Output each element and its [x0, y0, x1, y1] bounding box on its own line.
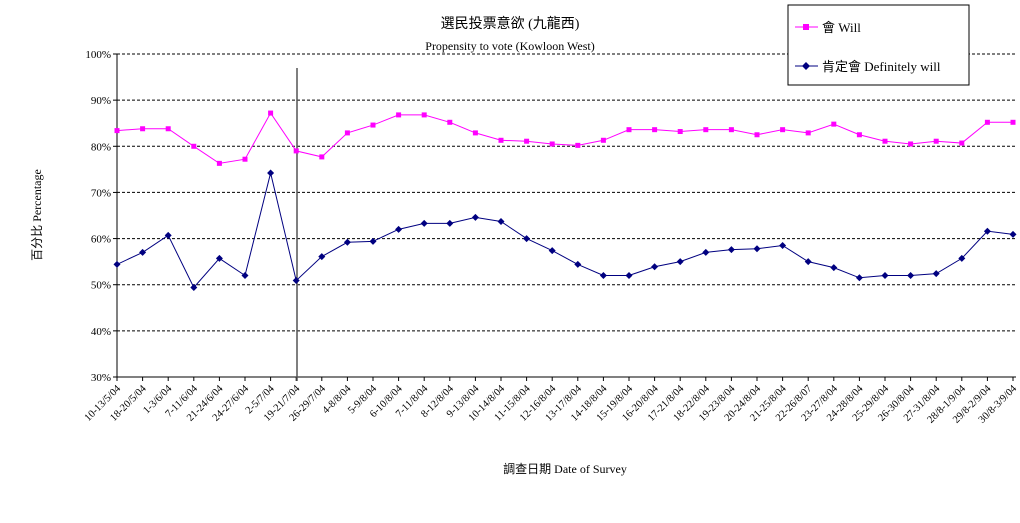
- data-point: [523, 235, 531, 243]
- data-point: [369, 237, 377, 245]
- data-point: [396, 112, 402, 118]
- data-point: [498, 137, 504, 143]
- data-point: [599, 271, 607, 279]
- data-point: [831, 121, 837, 127]
- y-axis-label: 百分比 Percentage: [30, 169, 44, 261]
- data-point: [447, 119, 453, 125]
- data-point: [805, 130, 811, 136]
- data-point: [292, 277, 300, 285]
- data-point: [958, 254, 966, 262]
- data-point: [139, 248, 147, 256]
- data-point: [984, 119, 990, 125]
- data-point: [548, 247, 556, 255]
- chart-subtitle: Propensity to vote (Kowloon West): [425, 39, 594, 53]
- x-axis-ticks: 10-13/5/0418-20/5/041-3/6/047-11/6/0421-…: [83, 377, 1020, 426]
- data-point: [881, 271, 889, 279]
- legend-label-definitely-will: 肯定會 Definitely will: [822, 59, 941, 74]
- data-point: [754, 132, 760, 138]
- data-point: [318, 253, 326, 261]
- data-point: [1010, 119, 1016, 125]
- data-point: [779, 241, 787, 249]
- data-point: [703, 127, 709, 133]
- legend-label-will: 會 Will: [822, 20, 861, 35]
- series-will: [114, 110, 1016, 166]
- chart-title: 選民投票意欲 (九龍西): [441, 15, 580, 32]
- grid-lines: [117, 53, 1016, 332]
- data-point: [114, 128, 120, 134]
- y-tick-label: 60%: [91, 234, 111, 246]
- data-point: [677, 129, 683, 135]
- data-point: [472, 130, 478, 136]
- data-point: [600, 137, 606, 143]
- data-point: [190, 283, 198, 291]
- data-point: [216, 160, 222, 166]
- data-point: [446, 219, 454, 227]
- data-point: [395, 225, 403, 233]
- data-point: [165, 126, 171, 132]
- data-point: [420, 219, 428, 227]
- series-line: [116, 172, 1014, 289]
- data-point: [753, 245, 761, 253]
- y-tick-label: 80%: [91, 141, 111, 153]
- y-tick-label: 90%: [91, 95, 111, 107]
- data-point: [932, 270, 940, 278]
- data-point: [293, 148, 299, 154]
- data-point: [625, 271, 633, 279]
- series-line: [116, 112, 1013, 164]
- data-point: [856, 132, 862, 138]
- data-point: [242, 156, 248, 162]
- data-point: [702, 248, 710, 256]
- data-point: [549, 141, 555, 147]
- data-point: [574, 260, 582, 268]
- data-point: [241, 271, 249, 279]
- data-point: [267, 169, 275, 177]
- y-tick-label: 30%: [91, 372, 111, 384]
- y-tick-label: 70%: [91, 187, 111, 199]
- data-point: [575, 142, 581, 148]
- data-point: [728, 127, 734, 133]
- series-definitely-will: [113, 169, 1017, 291]
- data-point: [319, 154, 325, 160]
- data-point: [370, 122, 376, 128]
- data-point: [421, 112, 427, 118]
- data-point: [933, 138, 939, 144]
- data-point: [113, 260, 121, 268]
- x-axis-label: 調查日期 Date of Survey: [503, 462, 627, 476]
- y-axis-ticks: 30% 40% 50% 60% 70% 80% 90% 100%: [85, 49, 117, 384]
- data-point: [164, 231, 172, 239]
- data-point: [497, 217, 505, 225]
- data-point: [882, 138, 888, 144]
- data-point: [983, 227, 991, 235]
- y-tick-label: 50%: [91, 280, 111, 292]
- data-point: [191, 143, 197, 149]
- data-point: [804, 258, 812, 266]
- data-point: [908, 141, 914, 147]
- legend-marker-will: [803, 24, 809, 30]
- series-group: [113, 110, 1017, 291]
- data-point: [907, 271, 915, 279]
- data-point: [676, 258, 684, 266]
- data-point: [830, 264, 838, 272]
- data-point: [959, 140, 965, 146]
- data-point: [727, 246, 735, 254]
- data-point: [780, 127, 786, 133]
- legend: 會 Will 肯定會 Definitely will: [787, 4, 970, 86]
- data-point: [524, 138, 530, 144]
- y-tick-label: 40%: [91, 326, 111, 338]
- data-point: [343, 238, 351, 246]
- data-point: [268, 110, 274, 116]
- data-point: [855, 274, 863, 282]
- data-point: [140, 126, 146, 132]
- data-point: [215, 254, 223, 262]
- data-point: [626, 127, 632, 133]
- data-point: [471, 213, 479, 221]
- data-point: [1009, 230, 1017, 238]
- data-point: [344, 130, 350, 136]
- y-tick-label: 100%: [85, 49, 111, 61]
- data-point: [652, 127, 658, 133]
- data-point: [651, 263, 659, 271]
- legend-marker-definitely-will: [802, 62, 810, 70]
